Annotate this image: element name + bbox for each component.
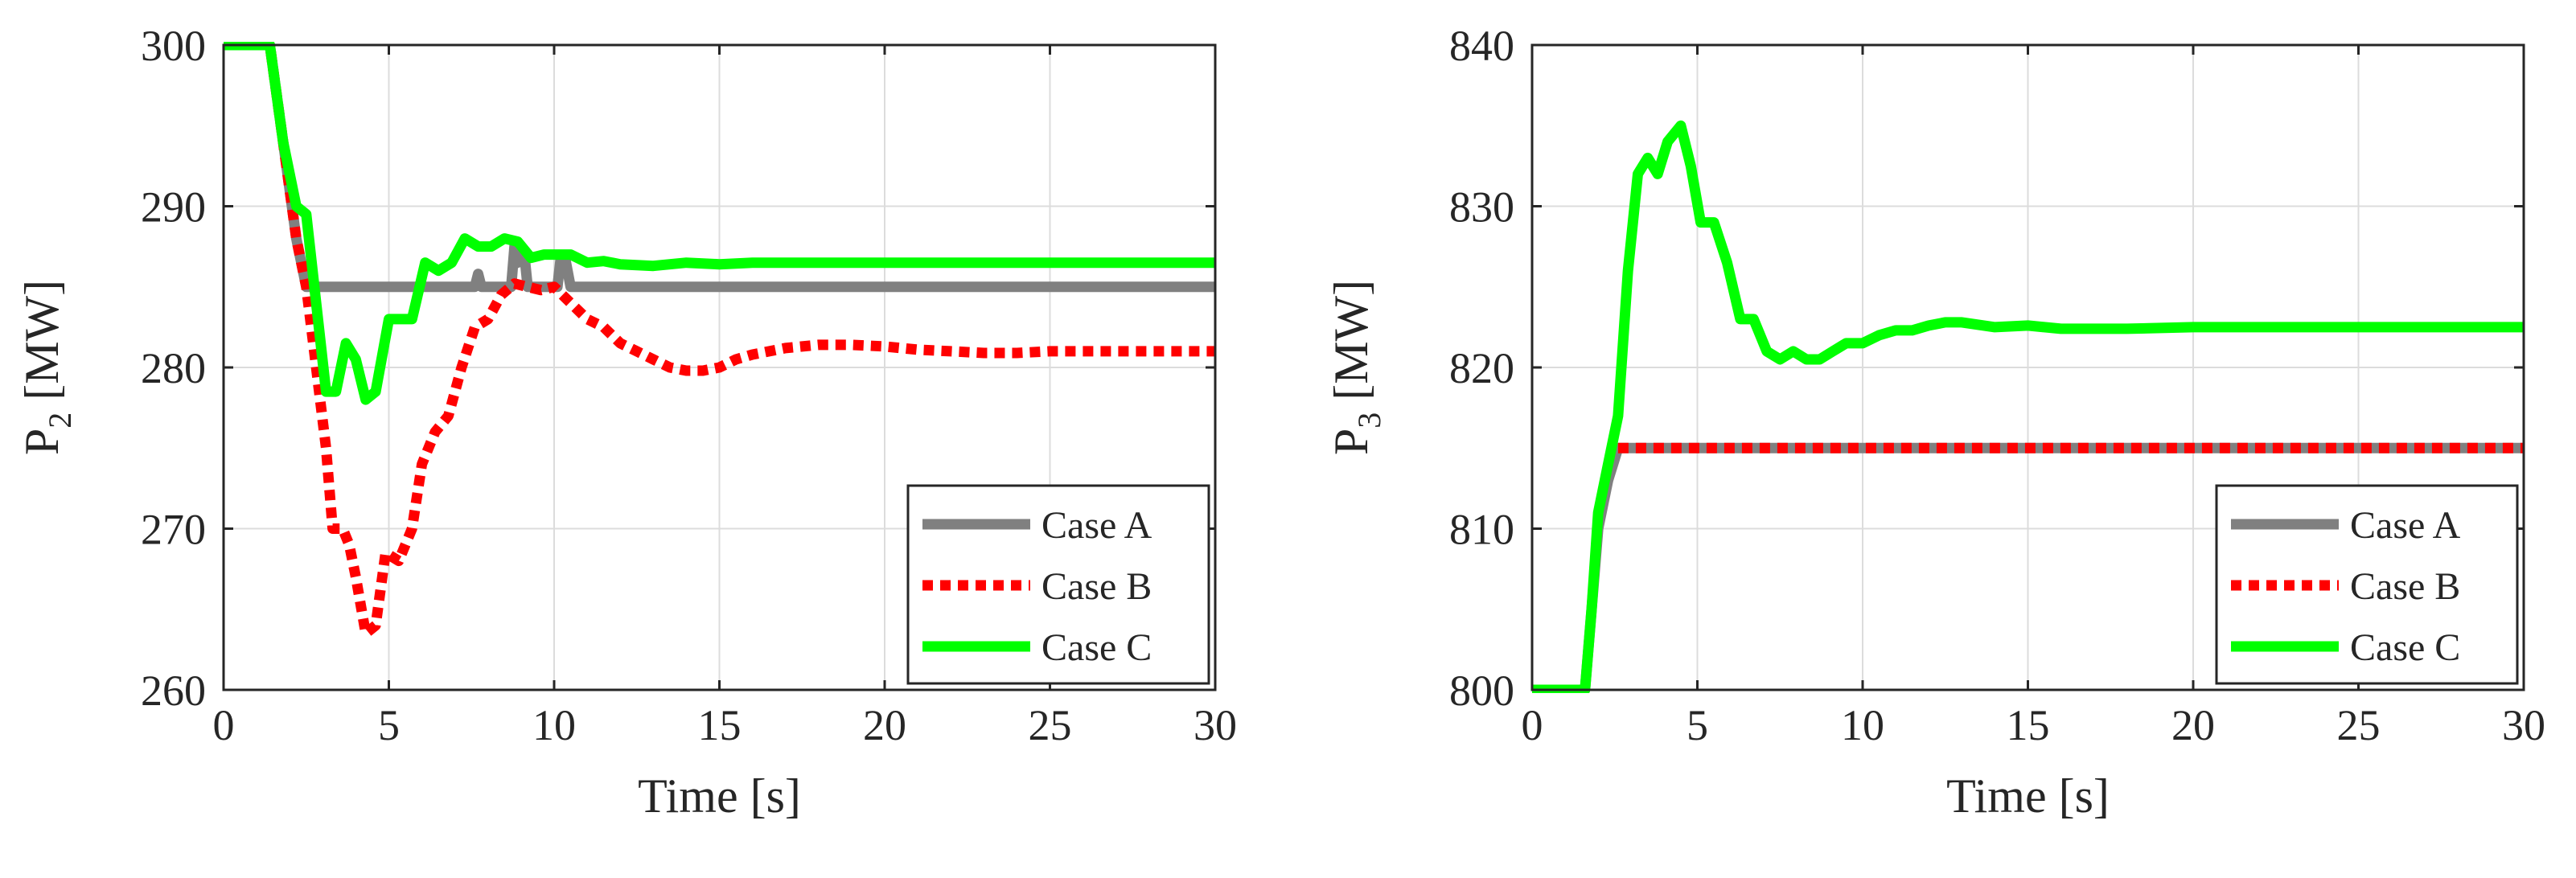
x-tick-label: 25: [2337, 701, 2381, 749]
y-tick-label: 300: [141, 22, 206, 70]
legend-label-case-a: Case A: [2350, 504, 2461, 547]
legend: Case A Case B Case C: [906, 484, 1210, 685]
y-axis-label: P2 [MW]: [15, 280, 78, 455]
legend-label-case-a: Case A: [1041, 504, 1152, 547]
legend-label-case-c: Case C: [2350, 626, 2460, 669]
x-tick-label: 15: [2007, 701, 2050, 749]
chart-2: 0 5 10 15 20 25 30 800 810 820 830 840 Time [s] P3 [M…: [1325, 22, 2545, 823]
y-axis-label-sub: 2: [42, 412, 78, 429]
x-tick-label: 20: [2171, 701, 2215, 749]
x-tick-label: 5: [378, 701, 400, 749]
y-tick-label: 260: [141, 667, 206, 715]
y-axis-label-unit: [MW]: [1325, 280, 1378, 412]
x-tick-label: 0: [1522, 701, 1543, 749]
y-axis-label-unit: [MW]: [15, 280, 68, 412]
series-line-case-c: [224, 42, 1215, 405]
x-tick-label: 0: [213, 701, 235, 749]
legend: Case A Case B Case C: [2215, 484, 2519, 685]
y-tick-label: 810: [1449, 506, 1514, 554]
legend-label-case-c: Case C: [1041, 626, 1152, 669]
legend-label-case-b: Case B: [1041, 565, 1152, 608]
y-tick-label: 290: [141, 183, 206, 232]
y-tick-label: 270: [141, 506, 206, 554]
y-axis-label-main: P: [15, 429, 68, 455]
x-tick-label: 30: [2502, 701, 2545, 749]
x-tick-label: 30: [1194, 701, 1237, 749]
chart-1: 0 5 10 15 20 25 30 260 270 280 290 300 Time [s] P2 [M…: [15, 22, 1237, 823]
x-axis-label: Time [s]: [1946, 769, 2110, 823]
series-line-case-c: [1532, 120, 2524, 693]
series-group: [224, 42, 1215, 639]
y-tick-label: 830: [1449, 183, 1514, 232]
y-tick-label: 800: [1449, 667, 1514, 715]
x-tick-label: 10: [532, 701, 576, 749]
x-tick-label: 5: [1687, 701, 1708, 749]
y-axis-label-main: P: [1325, 429, 1378, 455]
x-tick-label: 20: [863, 701, 906, 749]
y-tick-label: 840: [1449, 22, 1514, 70]
y-tick-label: 280: [141, 344, 206, 392]
y-axis-label: P3 [MW]: [1325, 280, 1387, 455]
series-line-case-b: [224, 42, 1215, 639]
legend-label-case-b: Case B: [2350, 565, 2460, 608]
x-axis-label: Time [s]: [638, 769, 801, 823]
y-tick-label: 820: [1449, 344, 1514, 392]
y-axis-label-sub: 3: [1351, 412, 1387, 429]
x-tick-label: 10: [1841, 701, 1884, 749]
x-tick-label: 15: [698, 701, 742, 749]
x-tick-label: 25: [1029, 701, 1072, 749]
